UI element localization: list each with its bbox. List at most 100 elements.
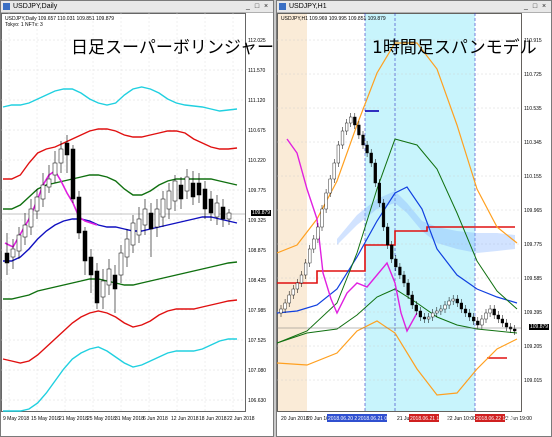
hourly-chart-titlebar[interactable]: USDJPY,H1 _ □ × <box>277 1 551 13</box>
hourly-candle-body <box>324 192 328 210</box>
maximize-button[interactable]: □ <box>254 3 261 10</box>
hourly-candle-body <box>320 208 324 228</box>
daily-price-label: 107.080 <box>248 368 266 374</box>
hourly-candle-body <box>455 298 459 304</box>
hourly-date-badge-text: 2018.06.22 14:00 <box>476 416 515 422</box>
daily-price-label: 106.630 <box>248 398 266 404</box>
daily-candle-body <box>46 178 52 188</box>
hourly-candle-body <box>513 328 517 332</box>
daily-candle-body <box>28 208 34 228</box>
hourly-date-badge <box>475 414 505 422</box>
hourly-lagging-span <box>286 138 418 333</box>
daily-plot-area[interactable]: 112.025 111.570 111.120 110.675 110.220 109.7… <box>1 13 273 436</box>
hourly-candle-body <box>426 316 431 320</box>
hourly-price-label: 110.345 <box>524 140 542 146</box>
hourly-candle-body <box>418 310 422 318</box>
daily-candle-body <box>124 238 130 258</box>
hourly-candle-body <box>361 134 365 146</box>
hourly-candle-body <box>385 226 390 246</box>
daily-chart-titlebar[interactable]: USDJPY,Daily _ □ × <box>1 1 273 13</box>
hourly-price-label: 109.015 <box>524 378 542 384</box>
daily-chart-title: USDJPY,Daily <box>13 3 58 10</box>
minimize-button[interactable]: _ <box>246 3 251 10</box>
hourly-candle-body <box>443 304 447 310</box>
daily-candle-body <box>4 252 10 264</box>
hourly-price-label: 109.585 <box>524 276 542 282</box>
hourly-candle-body <box>406 282 410 296</box>
daily-candle-body <box>112 274 118 290</box>
hourly-candle-body <box>336 144 340 164</box>
daily-candle-body <box>202 188 208 210</box>
close-button[interactable]: × <box>541 3 548 10</box>
chart-window-icon <box>279 3 286 10</box>
hourly-candle-body <box>299 274 304 284</box>
hourly-date-badge <box>409 414 439 422</box>
daily-candle-body <box>142 208 148 226</box>
daily-candle-body <box>172 180 178 202</box>
hourly-candle-body <box>488 308 492 314</box>
hourly-chart-window[interactable]: USDJPY,H1 _ □ × 110.915 110.725 110.535 110.3… <box>276 0 552 437</box>
daily-candle-body <box>106 268 112 286</box>
daily-chart-window[interactable]: USDJPY,Daily _ □ × 112.025 111.570 111.120 11… <box>0 0 274 437</box>
daily-candle-body <box>178 184 184 200</box>
hourly-candle-body <box>435 310 439 314</box>
daily-candle-body <box>64 142 70 156</box>
daily-price-label: 109.325 <box>248 218 266 224</box>
maximize-button[interactable]: □ <box>532 3 539 10</box>
chart-window-icon <box>3 3 10 10</box>
daily-candle-body <box>76 196 82 234</box>
hourly-candle-body <box>451 298 455 302</box>
hourly-plot-area[interactable]: 110.915 110.725 110.535 110.345 110.155 109.9… <box>277 13 551 436</box>
daily-candle-body <box>34 196 40 212</box>
daily-price-label: 112.025 <box>248 38 266 44</box>
daily-candle-body <box>70 148 76 200</box>
daily-date-label: 25 May 2018 <box>87 416 116 422</box>
hourly-candle-body <box>381 202 386 228</box>
hourly-candle-body <box>484 312 488 320</box>
hourly-candle-body <box>398 266 402 276</box>
daily-candle-body <box>22 224 28 238</box>
daily-candle-body <box>196 182 202 196</box>
minimize-button[interactable]: _ <box>524 3 529 10</box>
daily-price-label: 111.120 <box>248 98 266 104</box>
close-button[interactable]: × <box>263 3 270 10</box>
daily-candle-body <box>226 212 232 220</box>
daily-date-label: 6 Jun 2018 <box>143 416 168 422</box>
hourly-info-line: USDJPY,H1 109.969 109.995 109.851 109.87… <box>281 16 386 22</box>
hourly-span-blue <box>277 186 518 314</box>
hourly-price-label: 110.915 <box>524 38 542 44</box>
daily-candle-body <box>214 202 220 218</box>
hourly-candle-body <box>340 130 345 146</box>
hourly-date-badge-text: 2018.06.20 20:00 <box>328 416 367 422</box>
daily-price-label: 108.425 <box>248 278 266 284</box>
daily-band-plus3 <box>2 86 238 112</box>
daily-date-label: 22 Jun 2018 <box>227 416 255 422</box>
daily-candle-body <box>148 212 154 230</box>
daily-date-label: 18 Jun 2018 <box>199 416 227 422</box>
hourly-price-label: 109.395 <box>524 310 542 316</box>
hourly-candle-body <box>332 162 336 180</box>
hourly-candle-body <box>344 122 349 132</box>
daily-candle-body <box>16 234 22 252</box>
daily-band-center <box>3 216 238 262</box>
hourly-price-label: 109.775 <box>524 242 542 248</box>
hourly-candle-body <box>365 144 369 154</box>
hourly-candle-body <box>504 322 509 328</box>
hourly-white-zone <box>307 14 365 411</box>
daily-candle-body <box>184 176 190 192</box>
daily-band-plus2 <box>3 128 238 180</box>
hourly-candle-body <box>328 178 332 194</box>
hourly-candle-body <box>369 152 373 164</box>
hourly-candle-body <box>295 282 299 290</box>
hourly-candle-body <box>410 294 414 306</box>
hourly-candle-body <box>467 312 472 318</box>
daily-candle-body <box>130 222 136 246</box>
daily-candle-body <box>190 182 196 198</box>
hourly-overlay-title: 1時間足スパンモデル <box>372 38 537 58</box>
hourly-candle-body <box>402 274 406 284</box>
daily-band-minus1 <box>3 261 238 300</box>
daily-price-label: 111.570 <box>248 68 266 74</box>
hourly-candle-body <box>480 318 484 326</box>
daily-band-minus3 <box>3 338 237 412</box>
hourly-candle-body <box>496 314 500 320</box>
